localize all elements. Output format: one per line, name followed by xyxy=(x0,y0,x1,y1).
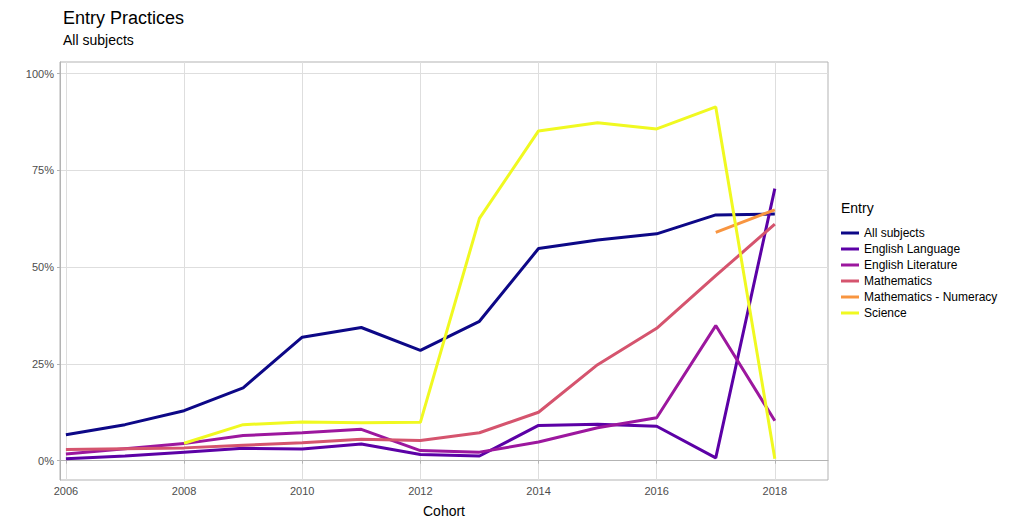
svg-text:2010: 2010 xyxy=(290,485,314,497)
svg-text:English Language: English Language xyxy=(864,242,960,256)
svg-text:All subjects: All subjects xyxy=(63,32,134,48)
svg-text:Entry Practices: Entry Practices xyxy=(63,8,184,28)
svg-text:Mathematics - Numeracy: Mathematics - Numeracy xyxy=(864,290,997,304)
svg-text:50%: 50% xyxy=(32,261,54,273)
svg-text:0%: 0% xyxy=(38,455,54,467)
svg-text:2014: 2014 xyxy=(526,485,550,497)
svg-text:Science: Science xyxy=(864,306,907,320)
svg-text:2008: 2008 xyxy=(172,485,196,497)
svg-text:2012: 2012 xyxy=(408,485,432,497)
svg-text:25%: 25% xyxy=(32,358,54,370)
svg-text:100%: 100% xyxy=(26,68,54,80)
svg-text:2016: 2016 xyxy=(644,485,668,497)
svg-text:English Literature: English Literature xyxy=(864,258,958,272)
svg-text:Mathematics: Mathematics xyxy=(864,274,932,288)
svg-text:Entry: Entry xyxy=(841,200,874,216)
svg-text:75%: 75% xyxy=(32,164,54,176)
svg-text:2006: 2006 xyxy=(54,485,78,497)
svg-text:All subjects: All subjects xyxy=(864,226,925,240)
svg-text:Cohort: Cohort xyxy=(423,503,465,519)
svg-text:2018: 2018 xyxy=(763,485,787,497)
